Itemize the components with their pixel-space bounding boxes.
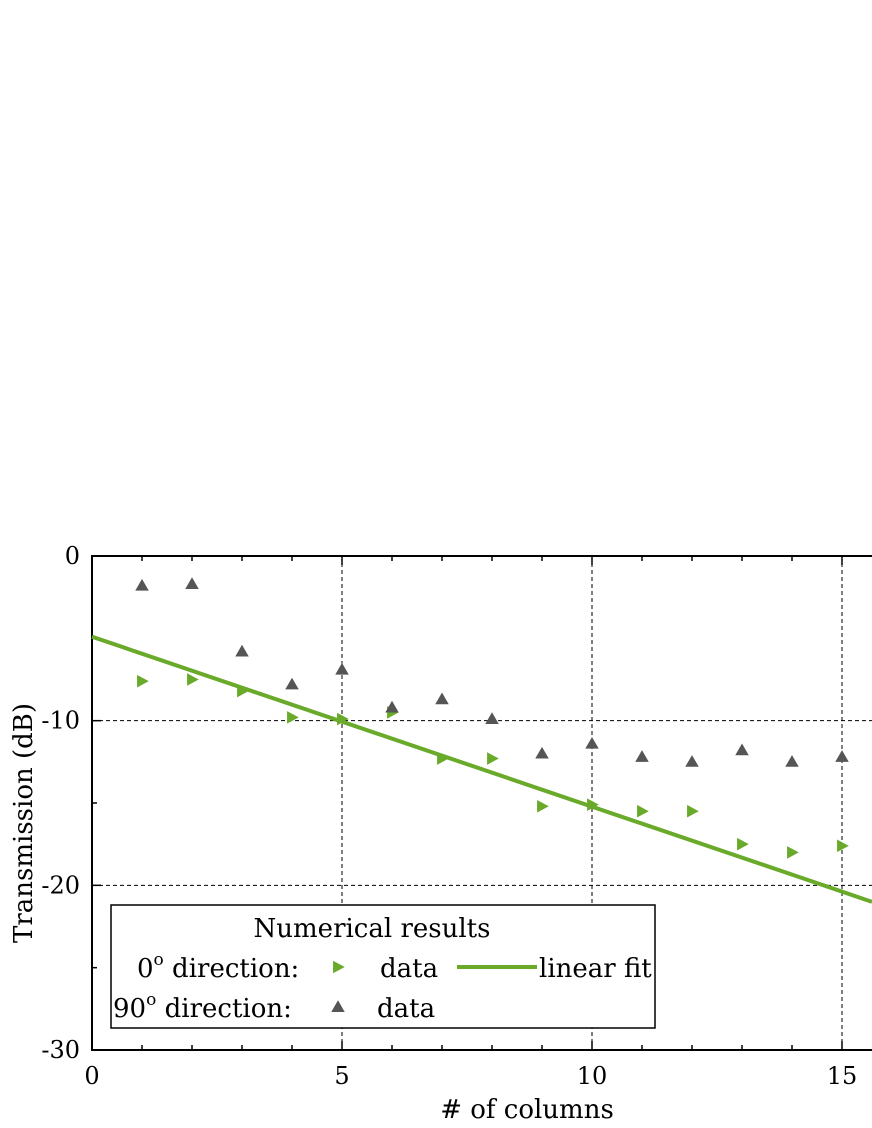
- data-point-90deg: [685, 755, 699, 767]
- data-point-0deg: [487, 752, 499, 765]
- legend-box: [110, 904, 656, 1029]
- data-point-0deg: [537, 799, 549, 813]
- data-point-0deg: [237, 684, 249, 698]
- legend-row1-superscript: o: [154, 950, 164, 970]
- legend-row1-data: data: [380, 954, 438, 984]
- data-point-0deg: [737, 837, 749, 851]
- data-point-0deg: [587, 798, 599, 811]
- x-axis-label: # of columns: [440, 1095, 614, 1125]
- data-point-0deg: [687, 804, 699, 818]
- data-point-0deg: [137, 674, 149, 688]
- legend-row1-label: 0o direction:: [137, 950, 299, 984]
- data-point-90deg: [585, 736, 599, 749]
- legend-marker-90deg: [331, 1000, 345, 1012]
- data-point-90deg: [635, 750, 649, 762]
- legend-row2-suffix: direction:: [156, 994, 292, 1024]
- data-point-90deg: [485, 712, 499, 724]
- data-point-90deg: [735, 743, 749, 756]
- legend-row1-prefix: 0: [137, 954, 154, 984]
- data-point-0deg: [637, 804, 649, 818]
- axis-ticks: 0 5 10 15 0 -10 -20 -30: [41, 542, 857, 1090]
- data-point-90deg: [185, 577, 199, 589]
- data-point-90deg: [135, 578, 149, 591]
- legend-row2-superscript: o: [146, 990, 156, 1010]
- legend-row2-label: 90o direction:: [113, 990, 292, 1024]
- legend-row2-data: data: [377, 994, 435, 1024]
- data-point-90deg: [285, 677, 299, 690]
- data-point-90deg: [385, 700, 399, 713]
- data-point-90deg: [835, 750, 849, 762]
- data-point-0deg: [337, 712, 349, 726]
- data-point-90deg: [335, 662, 349, 675]
- data-point-90deg: [535, 746, 549, 759]
- legend-row2-prefix: 90: [113, 994, 146, 1024]
- data-point-0deg: [187, 673, 199, 686]
- data-point-0deg: [437, 752, 449, 765]
- x-tick-label: 0: [84, 1062, 99, 1090]
- data-point-0deg: [287, 711, 299, 724]
- y-tick-label: -20: [41, 871, 80, 899]
- data-point-90deg: [785, 755, 799, 767]
- x-tick-label: 10: [577, 1062, 608, 1090]
- legend-marker-0deg: [333, 960, 345, 974]
- legend-row1-fit: linear fit: [539, 954, 652, 984]
- data-point-0deg: [837, 839, 849, 853]
- legend: Numerical results 0o direction: data lin…: [110, 904, 656, 1029]
- legend-row1-suffix: direction:: [164, 954, 300, 984]
- data-point-0deg: [787, 846, 799, 859]
- legend-title: Numerical results: [254, 914, 491, 944]
- series: [91, 577, 872, 904]
- x-tick-label: 15: [827, 1062, 858, 1090]
- y-axis-label: Transmission (dB): [9, 703, 39, 943]
- data-point-90deg: [235, 644, 249, 657]
- data-point-90deg: [435, 692, 449, 705]
- y-tick-label: -30: [41, 1036, 80, 1064]
- y-tick-label: 0: [65, 542, 80, 570]
- fit-line-0deg: [91, 634, 872, 904]
- y-tick-label: -10: [41, 707, 80, 735]
- x-tick-label: 5: [334, 1062, 349, 1090]
